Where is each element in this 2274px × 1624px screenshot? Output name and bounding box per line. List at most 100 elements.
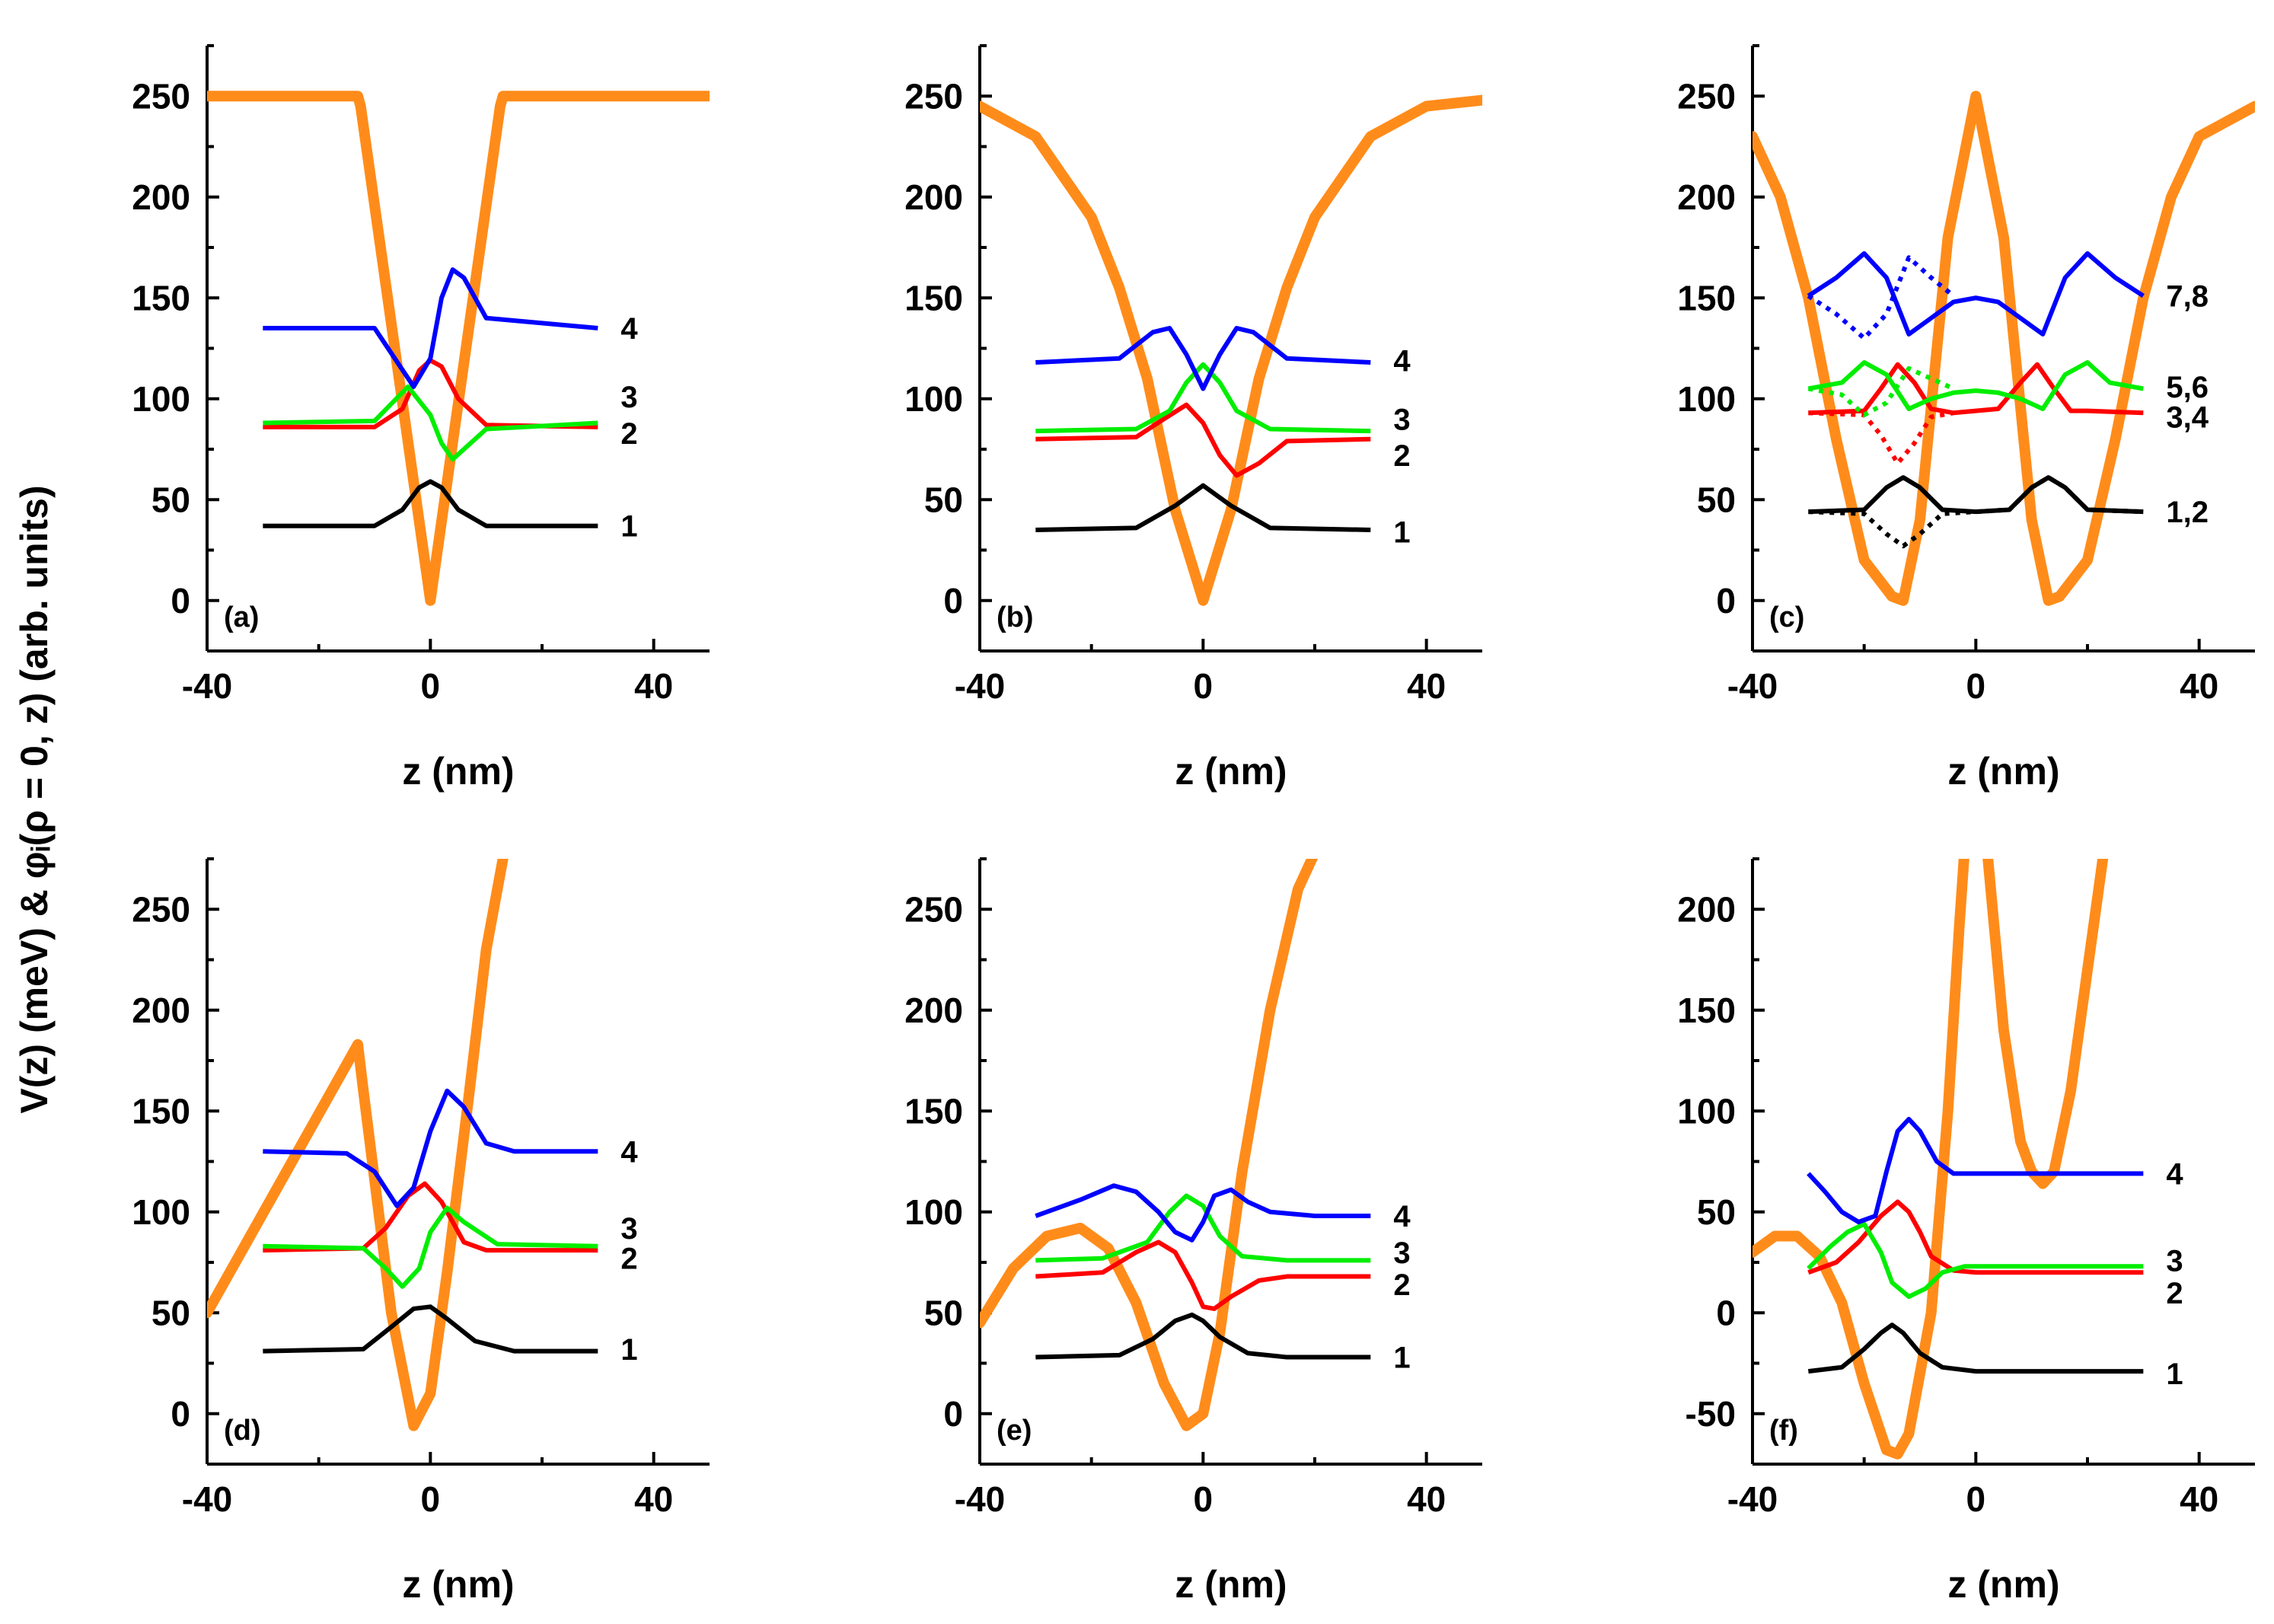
y-tick-label: 0 [943,581,963,621]
state-label: 3 [1393,1236,1410,1270]
state-label: 3 [2166,1244,2183,1278]
wavefunction-1 [1035,483,1371,532]
state-label: 3 [620,381,637,414]
state-label: 1 [1393,1342,1410,1375]
state-label: 4 [620,312,638,346]
wavefunction-3 [1807,1221,2144,1300]
wavefunction-4 [1035,1183,1371,1243]
y-tick-label: 250 [132,76,190,116]
y-tick-label: 0 [171,581,190,621]
y-tick-label: 200 [1677,889,1736,929]
state-label: 1 [620,1333,637,1367]
y-tick-label: 100 [904,379,963,419]
wavefunction-5 [1807,360,2144,411]
state-label: 3 [1393,403,1410,436]
state-label: 2 [620,1243,637,1276]
y-tick-label: 100 [132,1192,190,1232]
wavefunction-6-dotted [1807,366,1955,417]
wavefunction-3 [263,1205,598,1289]
y-tick-label: 250 [132,889,190,929]
wavefunction-4 [1035,326,1371,391]
wavefunction-2 [1035,1240,1371,1311]
x-axis-label: z (nm) [402,1563,514,1606]
panel-d: 0 50 100 150 200 250 -40 0 40 z (nm) 4 32 1 (d) [132,857,710,1606]
state-label: 3 [620,1212,637,1246]
wavefunction-2-dotted [1808,475,2144,549]
x-axis-label: z (nm) [1947,1563,2059,1606]
y-tick-label: 50 [151,480,190,519]
wavefunction-2 [1035,402,1371,478]
state-label: 4 [2166,1157,2183,1191]
state-label: 5,6 [2166,371,2209,404]
y-tick-label: -50 [1686,1394,1736,1434]
panel-label: (a) [224,601,259,633]
state-label: 4 [1393,1200,1411,1233]
x-axis-label: z (nm) [1175,750,1287,793]
y-tick-label: 250 [904,76,963,116]
x-axis-label: z (nm) [1947,750,2059,793]
wavefunction-7 [1807,250,2145,337]
wavefunction-1 [1808,475,2144,515]
y-tick-label: 0 [1716,581,1736,621]
x-tick-label: 0 [421,1479,441,1519]
x-tick-label: 40 [634,1479,673,1519]
shared-y-axis-label: V(z) (meV) & φᵢ(ρ = 0, z) (arb. units) [13,485,56,1113]
x-tick-label: 40 [2180,1479,2218,1519]
y-tick-label: 150 [132,1091,190,1131]
x-tick-label: -40 [955,666,1005,706]
x-tick-label: -40 [955,1479,1005,1519]
wavefunction-1 [263,1304,598,1354]
y-tick-label: 200 [1677,177,1736,217]
x-tick-label: 40 [2180,666,2218,706]
wavefunction-4 [1807,1116,2144,1224]
wavefunction-3 [1035,362,1371,434]
y-tick-label: 200 [904,177,963,217]
state-label: 1 [1393,516,1410,550]
y-tick-label: 100 [132,379,190,419]
state-label: 2 [620,417,637,451]
y-tick-label: 150 [904,1091,963,1131]
potential-curve [980,94,1482,606]
wavefunction-3 [1035,1193,1371,1263]
y-tick-label: 50 [151,1293,190,1332]
x-tick-label: 40 [1407,1479,1446,1519]
state-label: 2 [1393,439,1410,473]
state-label: 2 [1393,1268,1410,1302]
y-tick-label: 150 [904,278,963,317]
wavefunction-3 [263,384,598,462]
wavefunction-1 [1035,1312,1371,1360]
x-tick-label: 0 [1966,1479,1986,1519]
wavefunction-4 [263,267,598,389]
y-tick-label: 100 [1677,379,1736,419]
wavefunction-4 [263,1088,598,1208]
y-tick-label: 50 [924,480,963,519]
y-tick-label: 200 [132,177,190,217]
wavefunction-2 [263,1181,598,1253]
state-label: 1,2 [2166,496,2209,529]
panel-b: 0 50 100 150 200 250 -40 0 40 z (nm) 4 32 1 (b) [904,44,1482,793]
potential-curve [207,91,710,606]
y-tick-label: 150 [1677,278,1736,317]
panel-e: 0 50 100 150 200 250 -40 0 40 z (nm) 432 1 (e) [904,857,1482,1606]
x-tick-label: -40 [1727,1479,1778,1519]
x-tick-label: 0 [1194,666,1214,706]
panel-label: (e) [997,1415,1032,1447]
panel-label: (f) [1769,1415,1798,1447]
panel-label: (c) [1769,601,1804,633]
y-tick-label: 150 [132,278,190,317]
x-tick-label: -40 [182,1479,232,1519]
state-label: 1 [2166,1358,2183,1391]
panel-c: 0 50 100 150 200 250 -40 0 40 z (nm) 7,8 5,63,4 1,2 (… [1677,44,2255,793]
y-tick-label: 100 [1677,1091,1736,1131]
y-tick-label: 0 [943,1394,963,1434]
x-tick-label: 40 [634,666,673,706]
y-tick-label: 50 [1697,480,1736,519]
panel-label: (b) [997,601,1034,633]
wavefunction-8-dotted [1807,255,1955,341]
state-label: 4 [1393,344,1411,378]
x-tick-label: -40 [1727,666,1778,706]
y-tick-label: 0 [1716,1293,1736,1332]
state-label: 4 [620,1135,638,1169]
